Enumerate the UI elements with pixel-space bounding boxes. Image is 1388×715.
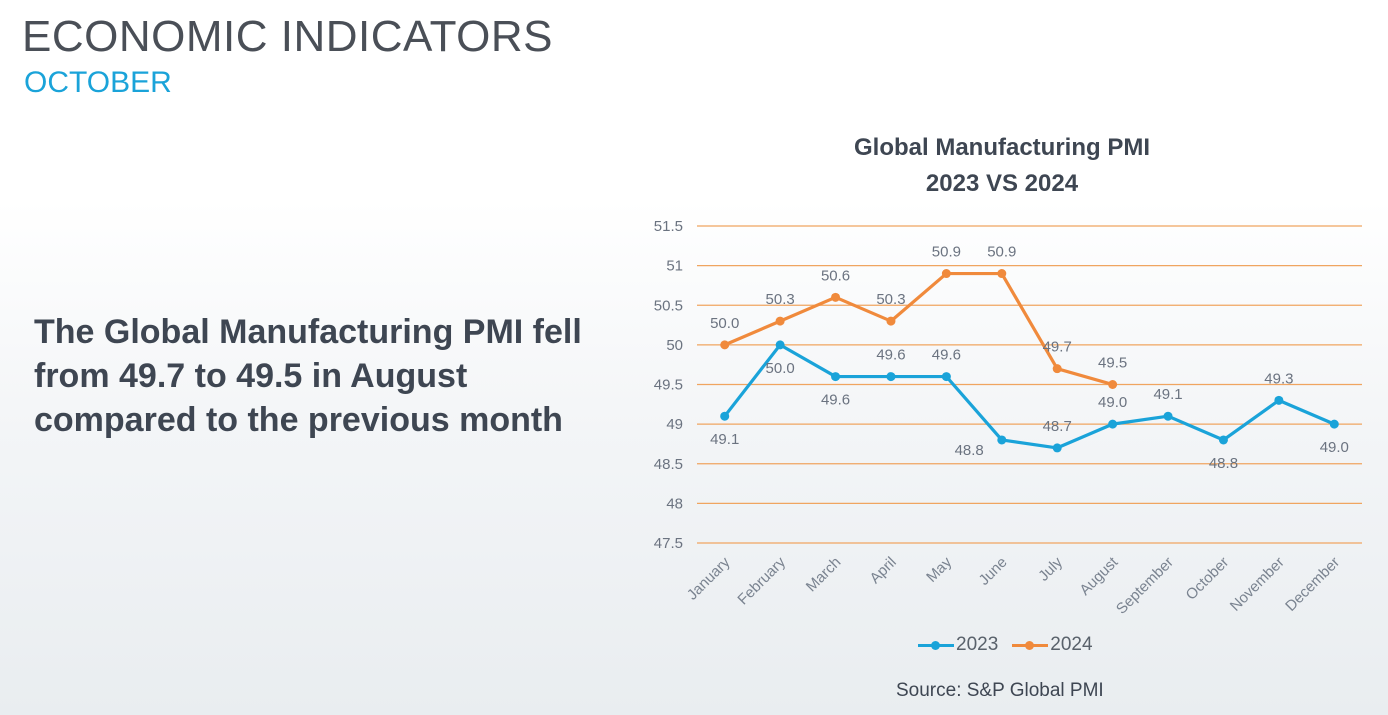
- data-label-2023: 48.8: [1209, 455, 1238, 472]
- data-point-2023: [831, 372, 841, 382]
- data-label-2023: 49.0: [1320, 439, 1349, 456]
- data-label-2023: 50.0: [766, 360, 795, 377]
- data-point-2024: [1108, 380, 1118, 389]
- data-point-2024: [831, 292, 841, 302]
- data-point-2024: [997, 269, 1007, 279]
- data-label-2024: 50.9: [932, 244, 961, 261]
- data-point-2023: [1108, 419, 1118, 429]
- legend-item-2023: 2023: [918, 634, 998, 656]
- legend-swatch-2024: [1012, 640, 1049, 650]
- data-label-2023: 48.8: [955, 442, 984, 459]
- data-point-2023: [775, 340, 785, 350]
- x-tick-label: August: [1076, 553, 1122, 599]
- chart-title-line-2: 2023 VS 2024: [925, 170, 1079, 197]
- x-tick-label: November: [1227, 554, 1288, 615]
- data-label-2023: 49.6: [932, 347, 961, 364]
- y-tick-label: 50.5: [654, 297, 683, 314]
- x-tick-label: June: [976, 554, 1011, 589]
- data-point-2023: [1163, 411, 1173, 421]
- x-tick-label: April: [867, 554, 900, 587]
- x-tick-label: September: [1113, 554, 1177, 618]
- y-tick-label: 48.5: [654, 456, 683, 473]
- data-label-2024: 50.3: [876, 291, 905, 308]
- data-label-2023: 49.3: [1264, 370, 1293, 387]
- data-point-2023: [720, 411, 730, 421]
- y-tick-label: 50: [666, 337, 683, 354]
- y-tick-label: 49: [666, 416, 683, 433]
- data-label-2024: 49.7: [1043, 339, 1072, 356]
- chart-title: Global Manufacturing PMI 2023 VS 2024: [752, 130, 1252, 202]
- legend-label-2023: 2023: [956, 634, 999, 655]
- x-tick-label: February: [734, 553, 789, 608]
- data-point-2024: [720, 340, 730, 350]
- chart-title-line-1: Global Manufacturing PMI: [853, 134, 1150, 161]
- data-label-2024: 50.3: [766, 291, 795, 308]
- data-label-2023: 49.6: [876, 347, 905, 364]
- source-note: Source: S&P Global PMI: [896, 680, 1104, 701]
- data-label-2023: 49.1: [1153, 386, 1182, 403]
- y-tick-label: 51: [666, 258, 683, 275]
- legend-swatch-2023: [918, 640, 954, 650]
- chart-legend: 2023 2024: [918, 634, 1107, 656]
- y-tick-label: 49.5: [654, 377, 683, 394]
- data-point-2023: [886, 372, 896, 382]
- legend-label-2024: 2024: [1050, 634, 1093, 655]
- x-tick-label: January: [684, 553, 734, 603]
- y-tick-label: 51.5: [654, 218, 683, 235]
- series-line-2023: [723, 343, 1335, 450]
- data-point-2024: [941, 269, 951, 279]
- x-tick-label: May: [923, 553, 955, 585]
- data-label-2023: 49.0: [1098, 394, 1127, 411]
- page-title: ECONOMIC INDICATORS: [22, 12, 554, 61]
- data-point-2024: [1052, 364, 1062, 374]
- legend-item-2024: 2024: [1012, 634, 1093, 656]
- x-tick-label: July: [1035, 553, 1066, 584]
- page-subtitle: OCTOBER: [24, 66, 172, 99]
- data-point-2023: [1329, 419, 1339, 429]
- data-point-2024: [886, 316, 896, 326]
- headline-text: The Global Manufacturing PMI fell from 4…: [34, 313, 582, 439]
- x-tick-label: October: [1183, 554, 1233, 604]
- data-point-2024: [775, 316, 785, 326]
- data-label-2023: 49.1: [710, 431, 739, 448]
- y-tick-label: 48: [666, 495, 683, 512]
- data-label-2024: 49.5: [1098, 355, 1127, 372]
- data-label-2024: 50.0: [710, 315, 739, 332]
- data-point-2023: [997, 435, 1007, 445]
- series-line-2024: [724, 271, 1114, 387]
- data-label-2023: 49.6: [821, 392, 850, 409]
- data-point-2023: [1052, 443, 1062, 453]
- x-tick-label: March: [803, 554, 844, 595]
- data-label-2024: 50.6: [821, 267, 850, 284]
- data-label-2024: 50.9: [987, 244, 1016, 261]
- x-tick-label: December: [1282, 554, 1343, 615]
- data-point-2023: [941, 372, 951, 382]
- data-point-2023: [1274, 395, 1284, 405]
- y-tick-label: 47.5: [654, 535, 683, 552]
- data-point-2023: [1218, 435, 1228, 445]
- data-label-2023: 48.7: [1043, 418, 1072, 435]
